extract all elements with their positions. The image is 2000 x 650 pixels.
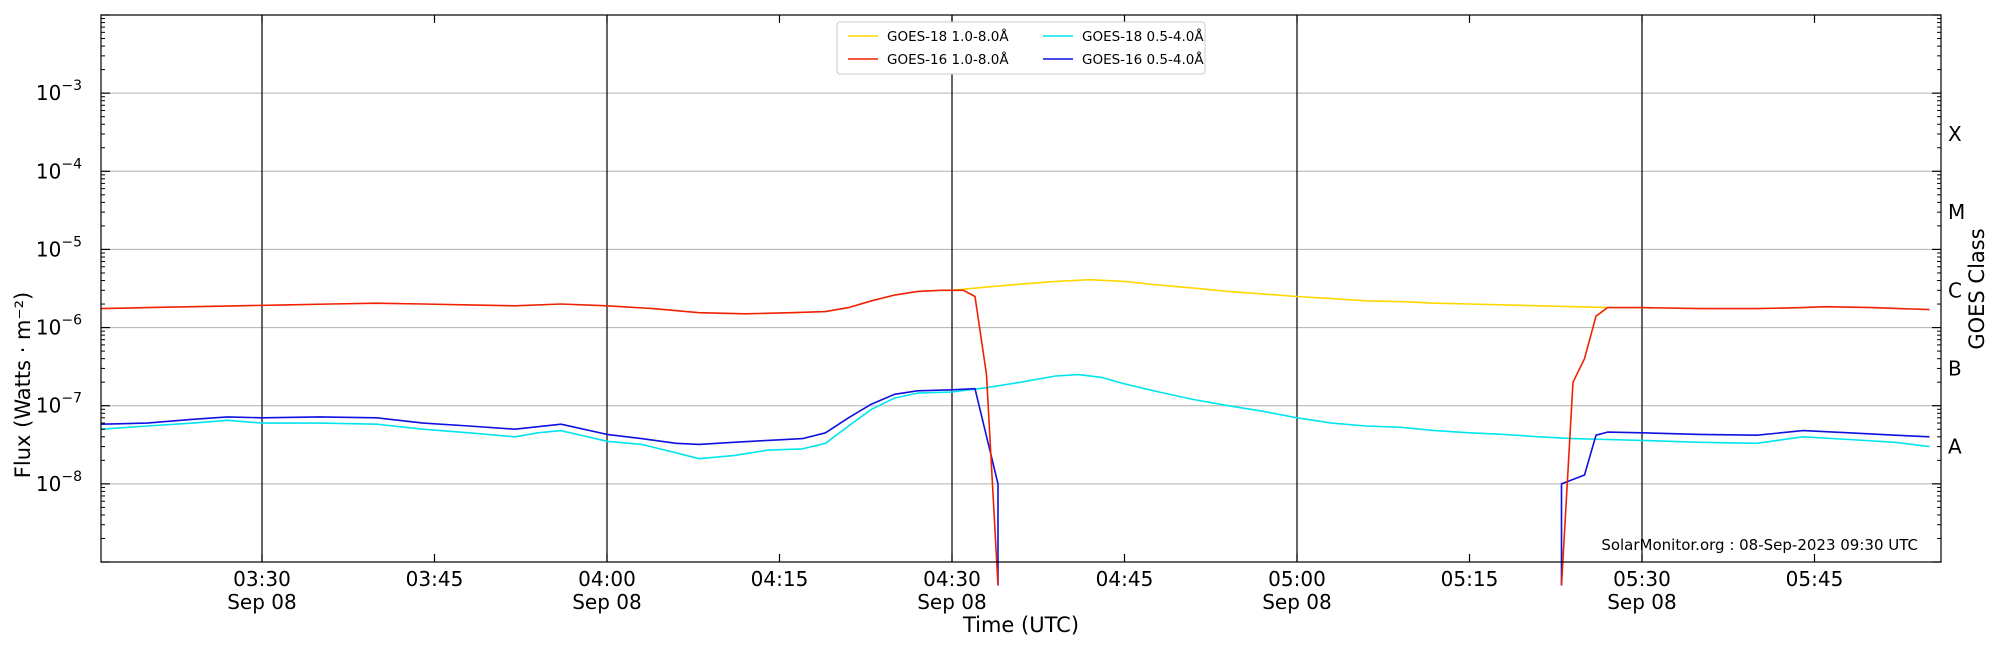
y-tick-label: 10−5: [36, 234, 82, 261]
series-line: [100, 373, 1930, 460]
legend-label: GOES-16 1.0-8.0Å: [887, 51, 1009, 68]
credit-text: SolarMonitor.org : 08-Sep-2023 09:30 UTC: [1601, 536, 1918, 554]
x-tick-time: 05:30: [1613, 567, 1671, 591]
goes-class-label: M: [1948, 200, 1965, 224]
series-line: [100, 289, 1930, 586]
x-tick-time: 04:00: [578, 567, 636, 591]
x-axis-label: Time (UTC): [962, 613, 1079, 637]
y-tick-label: 10−3: [36, 78, 82, 105]
legend: GOES-18 1.0-8.0Å GOES-18 0.5-4.0Å GOES-16 …: [836, 21, 1206, 75]
x-tick-time: 04:30: [923, 567, 981, 591]
series-line: [951, 278, 1608, 309]
x-tick-time: 04:15: [751, 567, 809, 591]
series-lines: [100, 278, 1930, 586]
legend-label: GOES-18 0.5-4.0Å: [1082, 28, 1204, 45]
y-tick-label: 10−6: [36, 313, 82, 340]
x-tick-time: 05:45: [1786, 567, 1844, 591]
y-tick-label: 10−4: [36, 156, 82, 183]
vertical-time-lines: [261, 15, 1643, 562]
legend-label: GOES-18 1.0-8.0Å: [887, 28, 1009, 45]
x-tick-date: Sep 08: [917, 590, 987, 614]
goes-class-label: X: [1948, 122, 1962, 146]
x-tick-date: Sep 08: [572, 590, 642, 614]
y-tick-label: 10−8: [36, 469, 82, 496]
y-tick-labels: 10−8 10−7 10−6 10−5 10−4 10−3: [36, 78, 82, 496]
goes-class-label: B: [1948, 356, 1962, 380]
grid: [101, 92, 1941, 485]
axis-ticks: [101, 14, 1941, 563]
goes-class-label: A: [1948, 435, 1962, 459]
x-tick-time: 04:45: [1096, 567, 1154, 591]
goes-class-label: C: [1948, 278, 1962, 302]
legend-label: GOES-16 0.5-4.0Å: [1082, 51, 1204, 68]
x-tick-date: Sep 08: [1262, 590, 1332, 614]
legend-box: [836, 21, 1206, 75]
y-axis-label: Flux (Watts · m⁻²): [11, 292, 35, 478]
y-tick-label: 10−7: [36, 391, 82, 418]
plot-frame: [100, 14, 1942, 563]
x-tick-date: Sep 08: [1607, 590, 1677, 614]
x-tick-time: 05:00: [1268, 567, 1326, 591]
goes-class-labels: A B C M X: [1948, 122, 1965, 459]
x-tick-time: 05:15: [1441, 567, 1499, 591]
right-axis-label: GOES Class: [1965, 228, 1989, 349]
series-line: [100, 387, 1930, 586]
x-tick-time: 03:30: [233, 567, 291, 591]
x-tick-time: 03:45: [406, 567, 464, 591]
x-tick-date: Sep 08: [227, 590, 297, 614]
